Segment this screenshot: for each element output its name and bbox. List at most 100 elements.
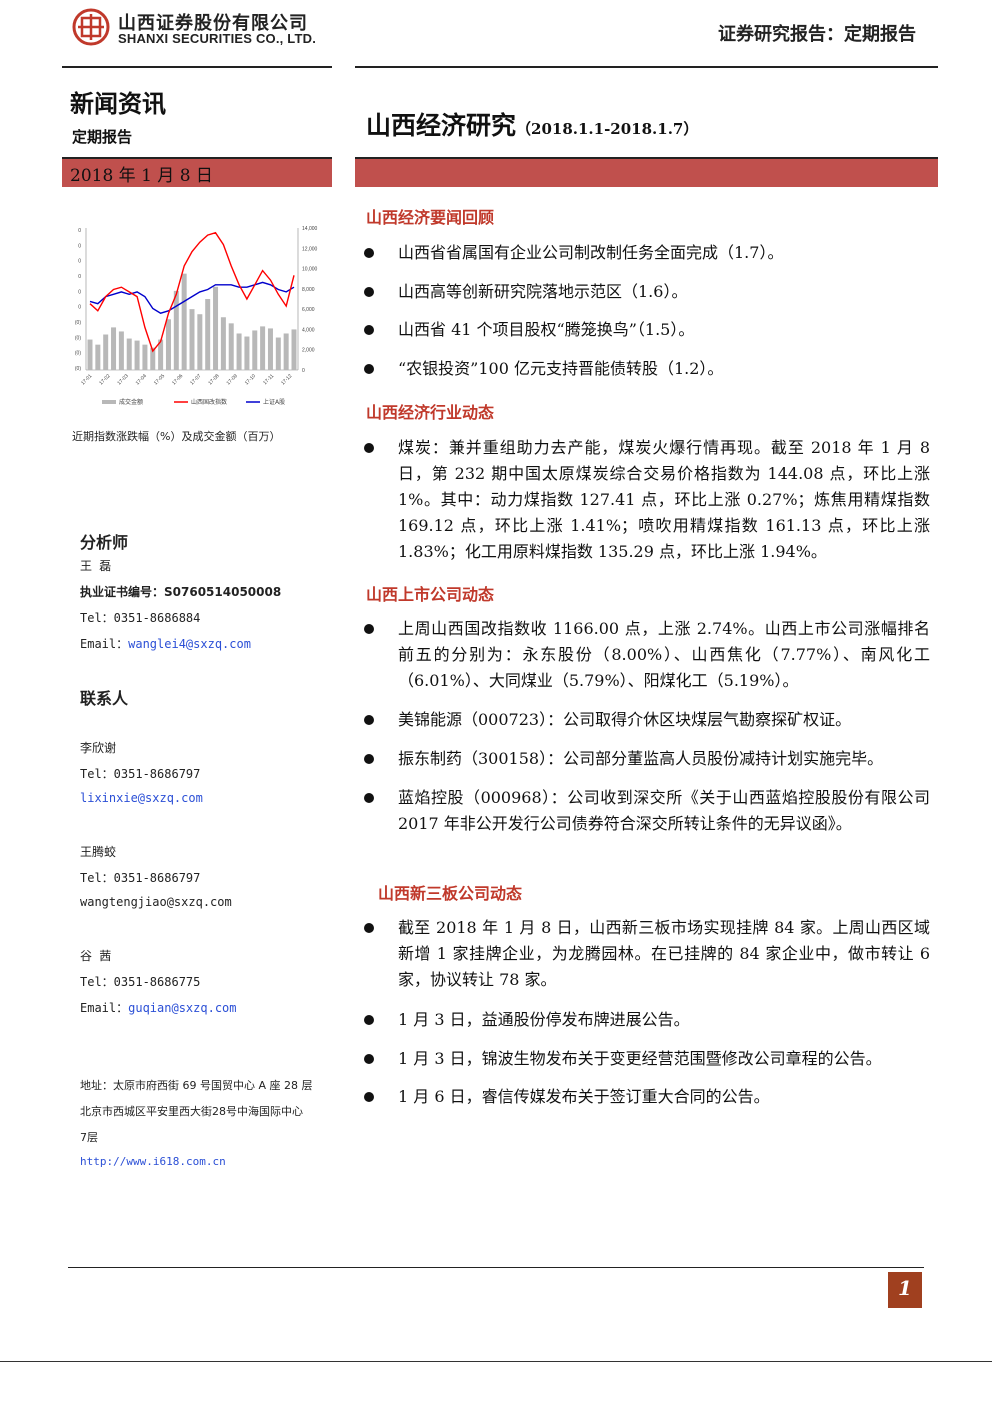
legend-label: 上证A股	[263, 398, 285, 406]
news-item: 煤炭：兼并重组助力去产能，煤炭火爆行情再现。截至 2018 年 1 月 8 日，…	[398, 438, 930, 561]
contact-name: 谷 茜	[80, 949, 112, 963]
volume-bar	[291, 329, 297, 370]
volume-bar	[87, 339, 93, 370]
volume-bar	[275, 337, 281, 370]
volume-bar	[213, 286, 219, 370]
section-heading: 山西经济行业动态	[366, 403, 495, 422]
analyst-name: 王 磊	[80, 559, 112, 573]
report-title: 山西经济研究（2018.1.1-2018.1.7）	[366, 106, 698, 142]
bullet-icon	[364, 248, 374, 258]
volume-bar	[95, 344, 101, 370]
bullet-icon	[364, 1054, 374, 1064]
report-date-range: （2018.1.1-2018.1.7）	[516, 120, 699, 138]
volume-bar	[220, 317, 226, 370]
contact-email[interactable]: wangtengjiao@sxzq.com	[80, 895, 232, 909]
y-left-tick-label: 0	[78, 228, 81, 234]
y-left-tick-label: 0	[78, 289, 81, 295]
y-right-tick-label: 4,000	[302, 327, 315, 333]
y-left-tick-label: (0)	[75, 351, 81, 357]
report-title-text: 山西经济研究	[366, 111, 517, 140]
legend-label: 山西国改指数	[191, 398, 227, 406]
volume-bar	[267, 328, 273, 370]
volume-bar	[283, 333, 289, 370]
series-line-shanxi-index	[89, 231, 295, 353]
x-tick-label: 17-02	[98, 373, 111, 386]
x-tick-label: 17-03	[116, 373, 129, 386]
header-divider-right	[355, 66, 938, 68]
y-right-tick-label: 10,000	[302, 267, 318, 273]
bullet-icon	[364, 1092, 374, 1102]
news-item: 1 月 3 日，锦波生物发布关于变更经营范围暨修改公司章程的公告。	[398, 1049, 882, 1068]
bullet-icon	[364, 923, 374, 933]
bullet-icon	[364, 443, 374, 453]
news-item: 截至 2018 年 1 月 8 日，山西新三板市场实现挂牌 84 家。上周山西区…	[398, 918, 930, 989]
cert-label: 执业证书编号：	[80, 585, 165, 599]
page-number: 1	[898, 1276, 912, 1300]
section-title: 新闻资讯	[70, 90, 166, 118]
volume-bar	[158, 339, 164, 370]
volume-bar	[252, 330, 258, 370]
news-item: 美锦能源（000723）：公司取得介休区块煤层气勘察探矿权证。	[398, 710, 852, 729]
analyst-cert: 执业证书编号：S0760514050008	[80, 583, 281, 600]
y-right-tick-label: 12,000	[302, 246, 318, 252]
bullet-icon	[364, 793, 374, 803]
volume-bar	[150, 347, 156, 370]
analyst-email-link[interactable]: wanglei4@sxzq.com	[128, 637, 251, 651]
x-tick-label: 17-06	[171, 373, 184, 386]
contact-email-row: Email：guqian@sxzq.com	[80, 999, 237, 1016]
y-right-tick-label: 2,000	[302, 348, 315, 354]
y-right-tick-label: 14,000	[302, 226, 318, 232]
date-bar	[62, 157, 332, 187]
news-item: 山西高等创新研究院落地示范区（1.6）。	[398, 282, 688, 301]
index-chart: 0 0 0 0 0 0 (0) (0) (0) (0) 14,000 12,000 10,000 8,00…	[75, 226, 318, 406]
footer-divider	[68, 1267, 924, 1268]
news-item: “农银投资”100 亿元支持晋能债转股（1.2）。	[398, 359, 724, 378]
volume-bar	[126, 338, 132, 370]
report-subtitle: 定期报告	[72, 128, 133, 146]
address-line: 地址：太原市府西街 69 号国贸中心 A 座 28 层	[80, 1079, 313, 1092]
bullet-icon	[364, 1015, 374, 1025]
report-type: 证券研究报告：定期报告	[718, 24, 916, 45]
news-item: 蓝焰控股（000968）：公司收到深交所《关于山西蓝焰控股股份有限公司 2017…	[398, 788, 930, 833]
volume-bar	[228, 323, 234, 370]
website-link[interactable]: http://www.i618.com.cn	[80, 1155, 226, 1168]
bullet-icon	[364, 364, 374, 374]
contact-tel: Tel：0351-8686797	[80, 767, 201, 781]
news-item: 1 月 6 日，睿信传媒发布关于签订重大合同的公告。	[398, 1087, 770, 1106]
volume-bar	[181, 273, 187, 370]
title-bar	[355, 157, 938, 187]
company-logo-icon	[72, 8, 110, 46]
legend-swatch	[102, 400, 116, 404]
volume-bar	[165, 319, 171, 370]
x-tick-label: 17-09	[226, 373, 239, 386]
x-tick-label: 17-08	[207, 373, 220, 386]
contact-email-link[interactable]: lixinxie@sxzq.com	[80, 791, 203, 805]
volume-bar	[103, 334, 109, 370]
news-item: 上周山西国改指数收 1166.00 点，上涨 2.74%。山西上市公司涨幅排名前…	[398, 619, 930, 690]
x-tick-label: 17-10	[244, 373, 257, 386]
bullet-icon	[364, 624, 374, 634]
volume-bar	[260, 326, 266, 370]
volume-bar	[118, 331, 124, 370]
page-bottom-line	[0, 1361, 992, 1362]
x-tick-label: 17-04	[135, 373, 148, 386]
series-line-shanghai-a	[89, 281, 295, 314]
chart-caption: 近期指数涨跌幅（%）及成交金额（百万）	[72, 430, 281, 443]
volume-bar	[197, 314, 203, 370]
y-left-tick-label: (0)	[75, 366, 81, 372]
cert-number: S0760514050008	[164, 585, 282, 599]
y-left-tick-label: 0	[78, 305, 81, 311]
news-item: 山西省省属国有企业公司制改制任务全面完成（1.7）。	[398, 243, 784, 262]
email-label: Email：	[80, 637, 129, 651]
analyst-heading: 分析师	[80, 533, 129, 552]
y-right-tick-label: 8,000	[302, 287, 315, 293]
volume-bar	[142, 344, 148, 370]
x-tick-label: 17-01	[80, 373, 93, 386]
section-heading: 山西上市公司动态	[366, 585, 495, 604]
contact-email-link[interactable]: guqian@sxzq.com	[128, 1001, 237, 1015]
y-right-tick-label: 6,000	[302, 307, 315, 313]
address-line: 北京市西城区平安里西大街28号中海国际中心	[80, 1105, 303, 1118]
volume-bar	[244, 336, 250, 370]
y-left-tick-label: (0)	[75, 335, 81, 341]
volume-bar	[134, 340, 140, 370]
